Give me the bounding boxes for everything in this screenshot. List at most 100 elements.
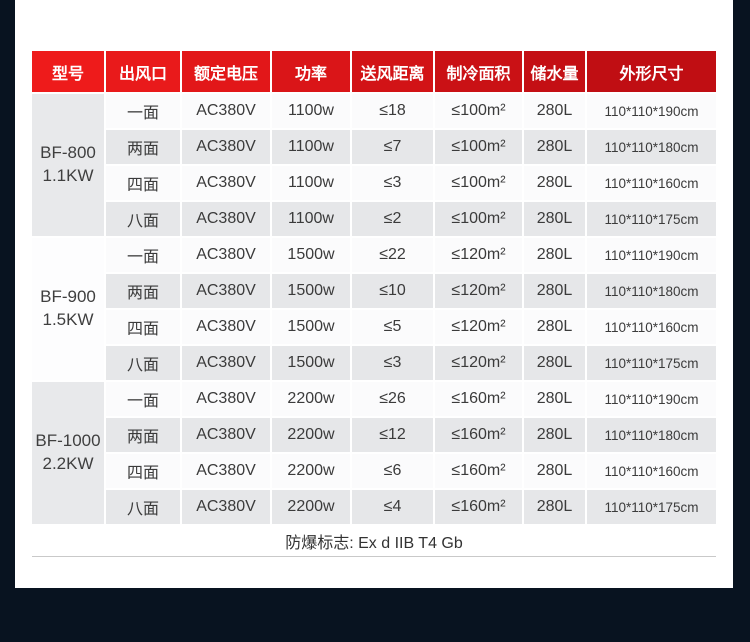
spec-cell-distance: ≤3	[352, 346, 433, 380]
header-row: 型号 出风口 额定电压 功率 送风距离 制冷面积 储水量 外形尺寸	[32, 51, 716, 92]
column-header-5: 送风距离	[352, 51, 433, 92]
spec-cell-area: ≤160m²	[435, 490, 522, 524]
spec-cell-power: 2200w	[272, 454, 350, 488]
spec-cell-outlet: 四面	[106, 166, 180, 200]
model-power-rating: 2.2KW	[42, 454, 94, 473]
table-row: 两面 AC380V 2200w ≤12 ≤160m² 280L 110*110*180cm	[32, 418, 716, 452]
spec-cell-water: 280L	[524, 274, 585, 308]
spec-cell-water: 280L	[524, 310, 585, 344]
spec-cell-outlet: 两面	[106, 130, 180, 164]
column-header-3: 额定电压	[182, 51, 270, 92]
spec-cell-distance: ≤26	[352, 382, 433, 416]
table-row: BF-900 1.5KW 一面 AC380V 1500w ≤22 ≤120m² 280L 110…	[32, 238, 716, 380]
spec-cell-outlet: 八面	[106, 490, 180, 524]
spec-cell-area: ≤160m²	[435, 418, 522, 452]
spec-cell-power: 1100w	[272, 94, 350, 128]
spec-table: 型号 出风口 额定电压 功率 送风距离 制冷面积 储水量 外形尺寸 BF-800 1.1KW 一面…	[30, 49, 718, 559]
spec-cell-water: 280L	[524, 130, 585, 164]
column-header-4: 功率	[272, 51, 350, 92]
spec-cell-dimensions: 110*110*190cm	[587, 382, 716, 416]
spec-cell-dimensions: 110*110*180cm	[587, 418, 716, 452]
spec-cell-distance: ≤3	[352, 166, 433, 200]
spec-cell-outlet: 一面	[106, 238, 180, 272]
table-row: 八面 AC380V 1500w ≤3 ≤120m² 280L 110*110*175cm	[32, 346, 716, 380]
spec-cell-distance: ≤5	[352, 310, 433, 344]
table-row: 四面 AC380V 1500w ≤5 ≤120m² 280L 110*110*160cm	[32, 310, 716, 344]
spec-cell-area: ≤120m²	[435, 310, 522, 344]
spec-cell-water: 280L	[524, 202, 585, 236]
spec-cell-water: 280L	[524, 346, 585, 380]
spec-cell-voltage: AC380V	[182, 166, 270, 200]
spec-cell-outlet: 两面	[106, 274, 180, 308]
spec-cell-area: ≤160m²	[435, 454, 522, 488]
table-row: 八面 AC380V 1100w ≤2 ≤100m² 280L 110*110*175cm	[32, 202, 716, 236]
spec-cell-dimensions: 110*110*175cm	[587, 490, 716, 524]
spec-cell-power: 1500w	[272, 346, 350, 380]
spec-cell-voltage: AC380V	[182, 274, 270, 308]
model-name: BF-1000	[35, 431, 101, 451]
spec-cell-outlet: 两面	[106, 418, 180, 452]
spec-cell-outlet: 一面	[106, 382, 180, 416]
spec-cell-distance: ≤10	[352, 274, 433, 308]
table-row: BF-800 1.1KW 一面 AC380V 1100w ≤18 ≤100m² 280L 110…	[32, 94, 716, 236]
spec-cell-water: 280L	[524, 418, 585, 452]
model-power-rating: 1.5KW	[42, 310, 94, 329]
spec-cell-power: 1500w	[272, 310, 350, 344]
table-row: 四面 AC380V 2200w ≤6 ≤160m² 280L 110*110*160cm	[32, 454, 716, 488]
spec-cell-voltage: AC380V	[182, 238, 270, 272]
spec-cell-water: 280L	[524, 238, 585, 272]
table-row: 两面 AC380V 1500w ≤10 ≤120m² 280L 110*110*180cm	[32, 274, 716, 308]
spec-cell-distance: ≤2	[352, 202, 433, 236]
spec-cell-area: ≤100m²	[435, 202, 522, 236]
spec-cell-power: 2200w	[272, 490, 350, 524]
spec-cell-outlet: 四面	[106, 310, 180, 344]
model-cell: BF-1000 2.2KW	[32, 382, 104, 524]
spec-cell-area: ≤100m²	[435, 94, 522, 128]
spec-cell-voltage: AC380V	[182, 382, 270, 416]
spec-cell-power: 1500w	[272, 274, 350, 308]
model-cell: BF-900 1.5KW	[32, 238, 104, 380]
spec-cell-voltage: AC380V	[182, 94, 270, 128]
spec-cell-area: ≤120m²	[435, 346, 522, 380]
spec-cell-power: 1100w	[272, 130, 350, 164]
spec-cell-dimensions: 110*110*190cm	[587, 238, 716, 272]
model-name: BF-900	[40, 287, 96, 307]
spec-cell-area: ≤100m²	[435, 166, 522, 200]
spec-cell-water: 280L	[524, 490, 585, 524]
spec-cell-power: 2200w	[272, 382, 350, 416]
column-header-6: 制冷面积	[435, 51, 522, 92]
spec-cell-dimensions: 110*110*175cm	[587, 202, 716, 236]
spec-cell-voltage: AC380V	[182, 490, 270, 524]
spec-cell-dimensions: 110*110*180cm	[587, 274, 716, 308]
spec-cell-water: 280L	[524, 454, 585, 488]
spec-cell-power: 1500w	[272, 238, 350, 272]
spec-cell-voltage: AC380V	[182, 202, 270, 236]
spec-cell-distance: ≤12	[352, 418, 433, 452]
spec-cell-outlet: 八面	[106, 346, 180, 380]
spec-cell-voltage: AC380V	[182, 310, 270, 344]
spec-cell-power: 1100w	[272, 202, 350, 236]
spec-cell-area: ≤120m²	[435, 238, 522, 272]
table-row: 两面 AC380V 1100w ≤7 ≤100m² 280L 110*110*180cm	[32, 130, 716, 164]
spec-cell-water: 280L	[524, 382, 585, 416]
model-name: BF-800	[40, 143, 96, 163]
spec-cell-power: 1100w	[272, 166, 350, 200]
spec-cell-dimensions: 110*110*190cm	[587, 94, 716, 128]
content-card: 型号 出风口 额定电压 功率 送风距离 制冷面积 储水量 外形尺寸 BF-800 1.1KW 一面…	[15, 0, 733, 588]
spec-cell-dimensions: 110*110*175cm	[587, 346, 716, 380]
spec-cell-voltage: AC380V	[182, 418, 270, 452]
spec-cell-area: ≤100m²	[435, 130, 522, 164]
spec-cell-voltage: AC380V	[182, 130, 270, 164]
spec-cell-area: ≤160m²	[435, 382, 522, 416]
model-power-rating: 1.1KW	[42, 166, 94, 185]
model-cell: BF-800 1.1KW	[32, 94, 104, 236]
footer-row: 防爆标志: Ex d IIB T4 Gb	[32, 526, 716, 557]
table-row: 八面 AC380V 2200w ≤4 ≤160m² 280L 110*110*175cm	[32, 490, 716, 524]
spec-cell-dimensions: 110*110*160cm	[587, 310, 716, 344]
spec-cell-distance: ≤4	[352, 490, 433, 524]
table-row: 四面 AC380V 1100w ≤3 ≤100m² 280L 110*110*160cm	[32, 166, 716, 200]
table-row: BF-1000 2.2KW 一面 AC380V 2200w ≤26 ≤160m² 280L 11…	[32, 382, 716, 524]
spec-cell-dimensions: 110*110*160cm	[587, 166, 716, 200]
spec-cell-outlet: 四面	[106, 454, 180, 488]
